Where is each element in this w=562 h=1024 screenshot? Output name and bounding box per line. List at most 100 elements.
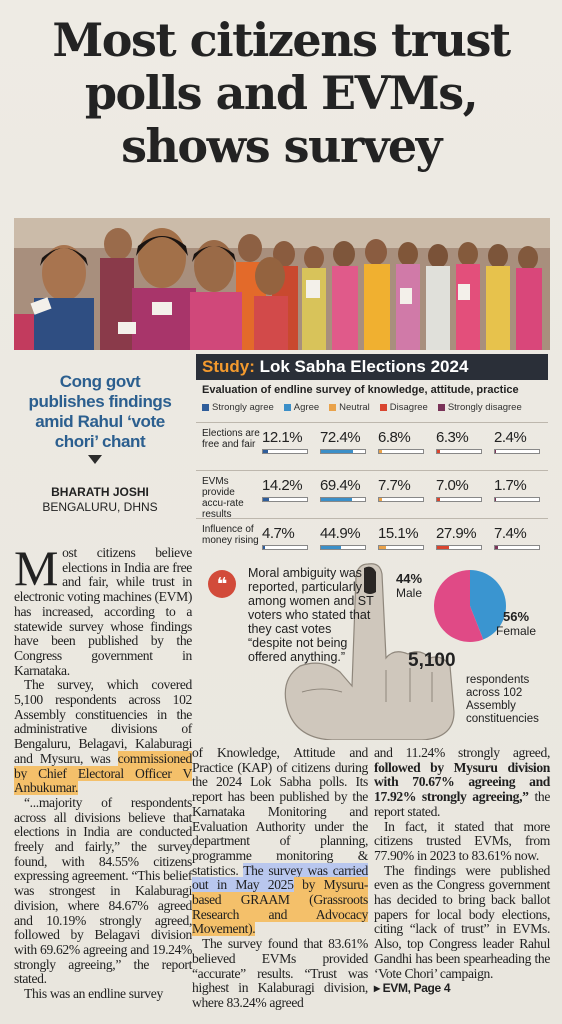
value-cell: 69.4% [320,477,372,502]
percent-label: 1.7% [494,477,527,494]
percent-bar-fill [321,498,352,501]
paragraph: This was an endline survey [24,986,163,1002]
percent-bar [262,545,308,550]
photo-illustration [14,218,550,350]
percent-label: 69.4% [320,477,361,494]
row-label: Elections are free and fair [202,428,260,450]
drop-cap: M [14,540,59,596]
legend-swatch [202,403,209,411]
percent-label: 6.8% [378,429,411,446]
pie-slice-male [470,570,506,640]
percent-bar [378,497,424,502]
percent-bar [494,497,540,502]
survey-row: Elections are free and fair 12.1% 72.4% 6.8… [196,422,548,460]
percent-label: 27.9% [436,525,477,542]
male-percent: 44% [396,571,423,586]
legend-item-neutral: Neutral [329,400,370,414]
bold-text: followed by Mysuru division with 70.67% … [374,759,550,805]
paragraph: and 11.24% strongly agreed, followed by … [374,745,550,820]
percent-label: 2.4% [494,429,527,446]
percent-bar-fill [437,498,441,501]
female-label: 56% Female [496,609,537,639]
study-title: Lok Sabha Elections 2024 [254,357,469,376]
study-title-prefix: Study: [202,357,255,376]
paragraph: The findings were published even as the … [374,862,550,981]
percent-bar-fill [495,498,496,501]
gender-pie-chart [434,570,506,642]
percent-bar-fill [263,546,266,549]
continued-jump-link[interactable]: ▸ EVM, Page 4 [374,981,451,996]
legend-item-agree: Agree [283,400,320,414]
headline-line-1: Most citizens trust [52,13,511,67]
value-cell: 4.7% [262,525,314,550]
value-cell: 6.8% [378,429,430,454]
male-label: 44% Male [396,571,423,601]
study-infographic: Study: Lok Sabha Elections 2024 Evaluati… [196,350,548,740]
value-cell: 7.7% [378,477,430,502]
percent-label: 14.2% [262,477,303,494]
percent-bar-fill [379,450,382,453]
value-cell: 27.9% [436,525,488,550]
paragraph-text: ost citizens believe elections in India … [14,545,192,678]
quote-text: Moral ambiguity was reported, particular… [248,566,374,664]
percent-bar-fill [495,546,499,549]
legend-swatch [283,403,291,411]
paragraph-text: and 11.24% strongly agreed, [374,745,550,760]
legend-swatch [437,403,445,411]
percent-label: 7.7% [378,477,411,494]
percent-bar-fill [437,546,450,549]
value-cell: 12.1% [262,429,314,454]
percent-bar [436,449,482,454]
percent-bar-fill [321,450,353,453]
percent-bar [320,449,366,454]
study-subtitle: Evaluation of endline survey of knowledg… [202,384,519,396]
paragraph: ▸ EVM, Page 4 [374,981,550,996]
inked-finger-illustration [284,563,455,740]
percent-bar-fill [379,546,386,549]
legend-label: Agree [293,401,320,413]
legend-swatch [329,403,337,411]
percent-label: 72.4% [320,429,361,446]
percent-bar [378,449,424,454]
legend-item-strongly-agree: Strongly agree [202,400,274,414]
percent-bar [494,449,540,454]
paragraph: “...majority of respondents across all d… [14,794,192,987]
percent-label: 12.1% [262,429,303,446]
legend-item-strongly-disagree: Strongly disagree [437,400,522,414]
headline: Most citizens trust polls and EVMs, show… [20,14,542,173]
value-cell: 1.7% [494,477,546,502]
survey-row: EVMs provide accu-rate results 14.2% 69.4%… [196,470,548,520]
value-cell: 6.3% [436,429,488,454]
dateline: BENGALURU, DHNS [42,500,158,514]
down-triangle-icon [88,455,102,464]
paragraph-text: the report stated. [374,789,550,819]
percent-bar-fill [321,546,341,549]
article-column-2: of Knowledge, Attitude and Practice (KAP… [192,745,368,1011]
legend-label: Strongly agree [212,401,274,413]
percent-label: 6.3% [436,429,469,446]
photo-women-voters [14,218,550,350]
percent-bar [262,497,308,502]
paragraph: of Knowledge, Attitude and Practice (KAP… [192,745,368,937]
female-percent: 56% [502,609,530,624]
value-cell: 72.4% [320,429,372,454]
percent-bar-fill [437,450,440,453]
headline-line-3: shows survey [121,119,442,173]
paragraph: In fact, it stated that more citizens tr… [374,818,550,863]
percent-bar-fill [263,498,270,501]
paragraph: The survey, which covered 5,100 responde… [14,678,192,796]
value-cell: 15.1% [378,525,430,550]
female-text: Female [496,624,537,638]
legend-label: Neutral [339,401,370,413]
study-title-bar: Study: Lok Sabha Elections 2024 [196,354,548,380]
survey-row: Influence of money rising 4.7% 44.9% 15.1% 2… [196,518,548,556]
kicker-subheadline: Cong govt publishes findings amid Rahul … [28,372,172,451]
value-cell: 2.4% [494,429,546,454]
male-text: Male [396,586,423,600]
row-label: EVMs provide accu-rate results [202,476,244,520]
value-cell: 44.9% [320,525,372,550]
percent-bar [320,497,366,502]
respondents-count: 5,100 [408,650,456,671]
percent-bar [494,545,540,550]
